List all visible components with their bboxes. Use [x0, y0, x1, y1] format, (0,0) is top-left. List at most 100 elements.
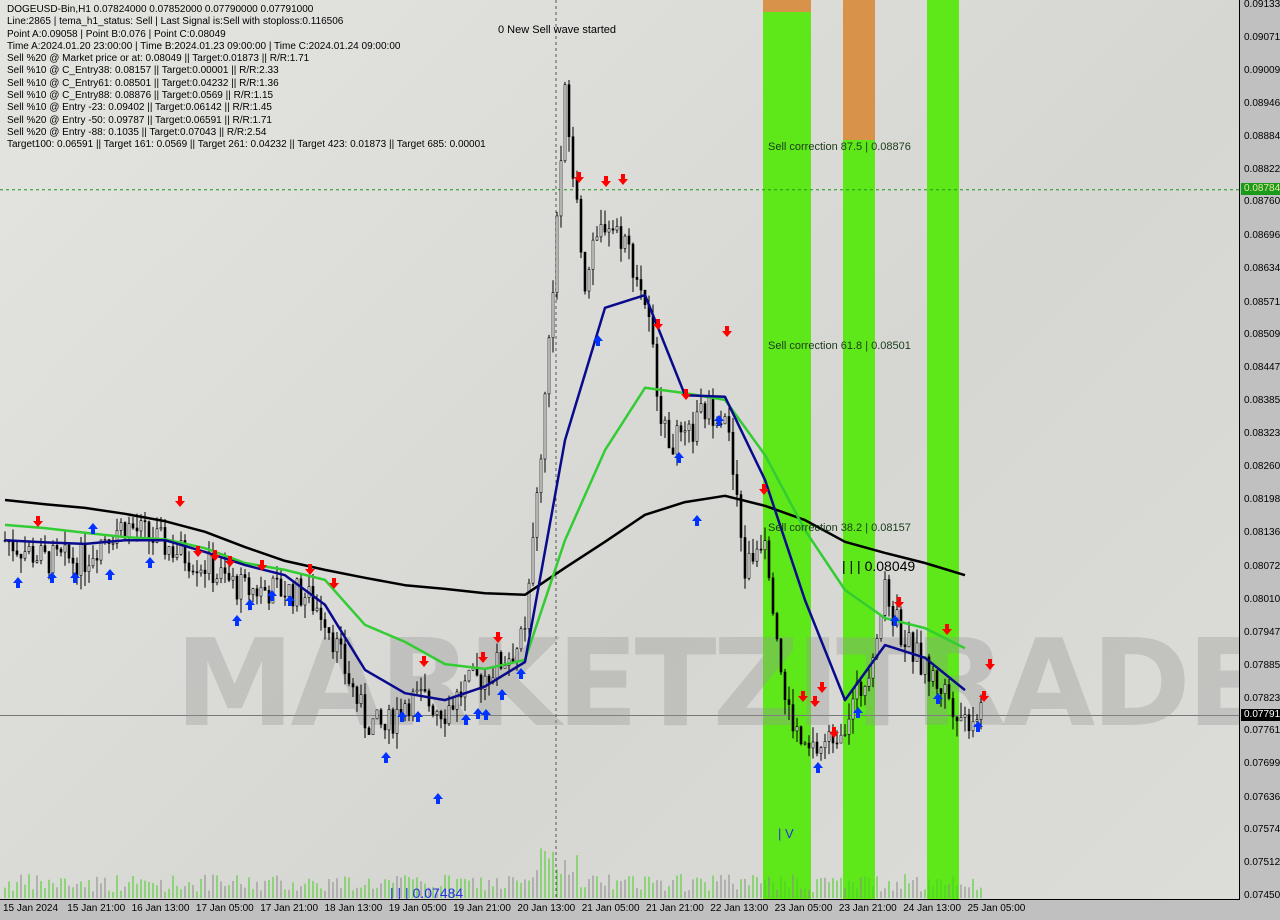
candle-body — [255, 588, 259, 597]
candle-body — [911, 632, 915, 662]
candle-body — [447, 705, 451, 724]
candle-body — [159, 527, 163, 530]
buy-arrow-icon — [88, 523, 98, 534]
buy-arrow-icon — [70, 572, 80, 583]
correction-618-label: Sell correction 61.8 | 0.08501 — [768, 340, 911, 352]
candle-body — [807, 742, 811, 749]
candle-body — [31, 546, 35, 563]
y-tick-label: 0.08946 — [1244, 98, 1280, 109]
candle-body — [599, 224, 603, 238]
candle-body — [135, 527, 139, 532]
candle-body — [627, 235, 631, 245]
candle-body — [607, 228, 611, 233]
price-chart — [3, 80, 995, 804]
candle-body — [243, 574, 247, 578]
candle-body — [171, 546, 175, 558]
candle-body — [727, 416, 731, 433]
candle-body — [703, 403, 707, 420]
candle-body — [27, 546, 31, 552]
candle-body — [435, 710, 439, 716]
candle-body — [755, 548, 759, 562]
candle-body — [291, 584, 295, 607]
x-tick-label: 23 Jan 05:00 — [774, 903, 833, 914]
y-tick-label: 0.09009 — [1244, 64, 1280, 76]
candle-body — [759, 548, 763, 551]
candle-body — [175, 554, 179, 558]
candle-body — [67, 544, 71, 559]
candle-body — [839, 734, 843, 744]
candle-body — [55, 545, 59, 550]
candle-body — [971, 721, 975, 732]
candle-body — [547, 337, 551, 395]
sell-arrow-icon — [798, 691, 808, 702]
candle-body — [535, 492, 539, 538]
candle-body — [259, 586, 263, 597]
candle-body — [927, 656, 931, 682]
x-tick-label: 15 Jan 21:00 — [67, 903, 126, 914]
candle-body — [851, 698, 855, 720]
candle-body — [803, 742, 807, 745]
candle-body — [451, 705, 455, 710]
info-line: Line:2865 | tema_h1_status: Sell | Last … — [7, 16, 344, 28]
candle-body — [231, 575, 235, 581]
candle-body — [103, 539, 107, 541]
candle-body — [623, 235, 627, 249]
candle-body — [931, 670, 935, 682]
symbol-line: DOGEUSD-Bin,H1 0.07824000 0.07852000 0.0… — [7, 4, 314, 15]
sell-arrow-icon — [305, 564, 315, 575]
candle-body — [95, 558, 99, 561]
candle-body — [51, 545, 55, 574]
info-line: Sell %20 @ Entry -88: 0.1035 || Target:0… — [7, 126, 267, 138]
candle-body — [83, 543, 87, 573]
candle-body — [411, 691, 415, 717]
candle-body — [99, 539, 103, 561]
candle-body — [299, 578, 303, 606]
candle-body — [351, 683, 355, 688]
sell-arrow-icon — [601, 176, 611, 187]
signal-zone-top — [843, 0, 875, 140]
candle-body — [39, 545, 43, 561]
candle-body — [295, 578, 299, 607]
candle-body — [555, 215, 559, 293]
candle-body — [775, 613, 779, 640]
y-tick-label: 0.07574 — [1244, 824, 1280, 836]
x-tick-label: 19 Jan 21:00 — [453, 903, 511, 914]
candle-body — [575, 178, 579, 200]
candle-body — [835, 742, 839, 745]
candle-body — [419, 689, 423, 691]
candle-body — [699, 403, 703, 413]
buy-arrow-icon — [813, 762, 823, 773]
candle-body — [799, 726, 803, 745]
info-line: Sell %10 @ C_Entry61: 0.08501 || Target:… — [7, 77, 279, 89]
candle-body — [147, 521, 151, 540]
chart-plot-area[interactable]: MARKETZITRADE DOGEUSD-Bin,H1 0.07824000 … — [0, 0, 1240, 900]
x-tick-label: 21 Jan 05:00 — [581, 903, 640, 914]
candle-body — [543, 393, 547, 460]
candle-body — [579, 198, 583, 253]
candle-body — [347, 673, 351, 684]
signal-zone-top — [763, 0, 811, 12]
sell-arrow-icon — [810, 696, 820, 707]
x-tick-label: 24 Jan 13:00 — [903, 903, 962, 914]
y-tick-label: 0.08010 — [1244, 593, 1280, 605]
buy-arrow-icon — [481, 709, 491, 720]
x-tick-label: 19 Jan 05:00 — [388, 903, 447, 914]
candle-body — [287, 584, 291, 597]
sell-arrow-icon — [759, 484, 769, 495]
chart-background-layer — [0, 0, 1239, 899]
buy-arrow-icon — [890, 615, 900, 626]
x-tick-label: 23 Jan 21:00 — [838, 903, 897, 914]
y-tick-label: 0.07947 — [1244, 626, 1280, 638]
candle-body — [571, 136, 575, 179]
point-low-label: | | | 0.07484 — [390, 885, 464, 900]
candle-body — [707, 397, 711, 420]
candle-body — [11, 541, 15, 552]
buy-arrow-icon — [285, 595, 295, 606]
candle-body — [515, 648, 519, 662]
candle-body — [567, 84, 571, 138]
y-tick-label: 0.07450 — [1244, 890, 1280, 901]
info-line: Time A:2024.01.20 23:00:00 | Time B:2024… — [7, 40, 401, 52]
candle-body — [947, 684, 951, 699]
sell-arrow-icon — [722, 326, 732, 337]
candle-body — [603, 224, 607, 233]
